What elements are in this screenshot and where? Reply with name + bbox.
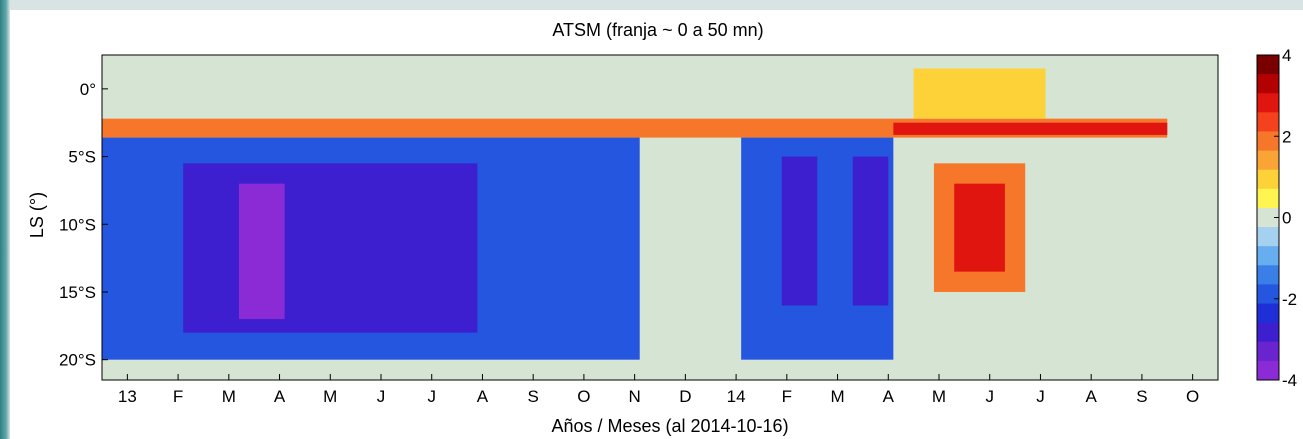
x-tick-label: J <box>427 387 436 406</box>
heatmap-chart: ATSM (franja ~ 0 a 50 mn) 0° 5°S 10°S 15°S 2… <box>27 20 1297 436</box>
x-tick-label: N <box>628 387 640 406</box>
colorbar-segment <box>1257 303 1279 324</box>
colorbar-segment <box>1257 74 1279 94</box>
x-tick-label: M <box>932 387 946 406</box>
x-tick-label: M <box>222 387 236 406</box>
colorbar-tick-label: -4 <box>1282 371 1297 390</box>
x-tick-label: F <box>173 387 183 406</box>
colorbar-ticks: 4 2 0 -2 -4 <box>1274 46 1297 390</box>
colorbar-segment <box>1257 112 1279 132</box>
heatmap-region <box>852 156 889 306</box>
x-tick-label: J <box>377 387 386 406</box>
heatmap-region <box>183 163 478 333</box>
chart-title: ATSM (franja ~ 0 a 50 mn) <box>552 20 763 40</box>
colorbar-segment <box>1257 169 1279 190</box>
y-tick-label: 10°S <box>59 215 96 234</box>
y-tick-label: 0° <box>80 80 96 99</box>
colorbar-segment <box>1257 227 1279 247</box>
colorbar-segment <box>1257 188 1279 209</box>
heatmap-region <box>238 183 285 320</box>
x-tick-label: A <box>274 387 286 406</box>
colorbar-segment <box>1257 284 1279 305</box>
colorbar-tick-label: 4 <box>1282 46 1291 65</box>
colorbar-tick-label: -2 <box>1282 290 1297 309</box>
colorbar-segment <box>1257 341 1279 362</box>
colorbar-segment <box>1257 246 1279 266</box>
heatmap-region <box>954 183 1005 272</box>
x-tick-label: 13 <box>118 387 137 406</box>
colorbar-segment <box>1257 207 1279 228</box>
x-axis-label: Años / Meses (al 2014-10-16) <box>551 416 788 436</box>
colorbar-segment <box>1257 55 1279 75</box>
y-axis-label: LS (°) <box>27 192 47 238</box>
plot-area <box>101 54 1219 381</box>
x-tick-label: A <box>1086 387 1098 406</box>
y-tick-label: 15°S <box>59 283 96 302</box>
x-tick-label: O <box>577 387 590 406</box>
colorbar-segment <box>1257 265 1279 285</box>
colorbar-tick-label: 0 <box>1282 209 1291 228</box>
x-tick-label: S <box>1136 387 1147 406</box>
x-tick-label: M <box>830 387 844 406</box>
colorbar <box>1256 54 1280 381</box>
heatmap-region <box>913 68 1046 119</box>
y-tick-label: 5°S <box>68 148 96 167</box>
colorbar-segment <box>1257 131 1279 152</box>
x-axis: 13 F M A M J J A S O N D 14 F M A M J J A S O <box>118 374 1199 406</box>
x-tick-label: S <box>528 387 539 406</box>
heatmap-region <box>781 156 818 306</box>
x-tick-label: F <box>782 387 792 406</box>
x-tick-label: M <box>323 387 337 406</box>
chart-panel: ATSM (franja ~ 0 a 50 mn) 0° 5°S 10°S 15°S 2… <box>10 10 1303 439</box>
y-axis: 0° 5°S 10°S 15°S 20°S <box>59 80 108 370</box>
x-tick-label: J <box>985 387 994 406</box>
colorbar-segment <box>1257 150 1279 171</box>
colorbar-segment <box>1257 93 1279 113</box>
plot-frame <box>101 54 1219 381</box>
colorbar-segment <box>1257 360 1279 381</box>
colorbar-tick-label: 2 <box>1282 127 1291 146</box>
colorbar-segment <box>1257 322 1279 343</box>
x-tick-label: 14 <box>727 387 746 406</box>
x-tick-label: A <box>477 387 489 406</box>
heatmap-region <box>893 122 1168 135</box>
x-tick-label: O <box>1186 387 1199 406</box>
x-tick-label: A <box>883 387 895 406</box>
x-tick-label: J <box>1036 387 1045 406</box>
y-tick-label: 20°S <box>59 351 96 370</box>
x-tick-label: D <box>679 387 691 406</box>
